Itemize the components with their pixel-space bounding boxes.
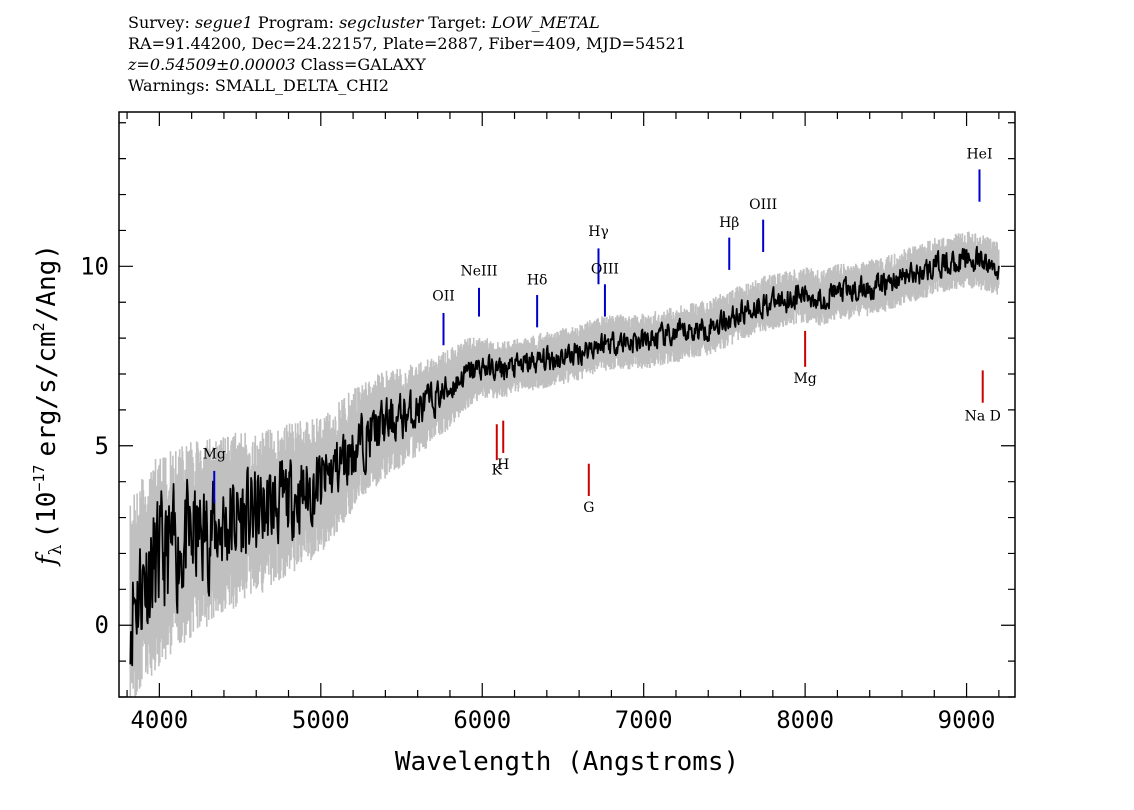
target-label: Target: [428,13,487,32]
x-tick-label: 4000 [130,706,188,734]
x-tick-label: 6000 [453,706,511,734]
x-axis-label: Wavelength (Angstroms) [395,747,739,777]
program-label: Program: [257,13,334,32]
y-tick-label: 5 [95,432,109,460]
marker-label-oiii: OIII [591,262,619,278]
marker-label-oii: OII [432,288,455,304]
marker-label-nad: Na D [965,409,1001,425]
marker-label-neiii: NeIII [460,263,497,279]
x-tick-label: 9000 [938,706,996,734]
y-tick-label: 10 [80,252,109,280]
survey-value: segue1 [194,13,253,32]
marker-label-g: G [583,500,594,516]
tick-marks [119,112,1015,698]
flux-line [129,245,1000,667]
marker-label-oiii: OIII [749,197,777,213]
redshift-value: z=0.54509±0.00003 [128,55,296,74]
header-line-coords: RA=91.44200, Dec=24.22157, Plate=2887, F… [128,34,686,53]
x-tick-label: 7000 [615,706,673,734]
marker-label-mg: Mg [203,446,226,462]
marker-label-h: Hδ [527,272,548,288]
program-value: segcluster [339,13,424,32]
y-tick-label: 0 [95,611,109,639]
marker-label-h: Hβ [719,215,739,231]
plot-frame [118,111,1016,698]
header-line-survey: Survey: segue1 Program: segcluster Targe… [128,12,686,33]
marker-label-h: Hγ [588,224,609,240]
marker-label-mg: Mg [793,371,816,387]
flux-line-group [129,245,1000,667]
marker-label-hei: HeI [966,147,992,163]
header-line-redshift: z=0.54509±0.00003 Class=GALAXY [128,54,686,75]
error-band [129,231,1000,697]
marker-label-h: H [497,457,509,473]
header-line-warnings: Warnings: SMALL_DELTA_CHI2 [128,76,389,95]
survey-label: Survey: [128,13,190,32]
spectrum-header: Survey: segue1 Program: segcluster Targe… [128,12,686,96]
marker-label-k: K [492,462,503,478]
class-value: Class=GALAXY [300,55,426,74]
axis-ticks: 4000 5000 6000 7000 8000 9000 0 5 10 [80,112,1015,734]
target-value: LOW_METAL [491,13,600,32]
error-band-path [129,231,1000,697]
x-tick-label: 8000 [776,706,834,734]
line-markers: Mg OII NeIII Hδ Hγ OIII Hβ OIII HeI KH G Mg Na D [203,147,1001,517]
x-tick-label: 5000 [292,706,350,734]
y-axis-label: fλ(10−17erg/s/cm2/Ang) [30,244,66,567]
